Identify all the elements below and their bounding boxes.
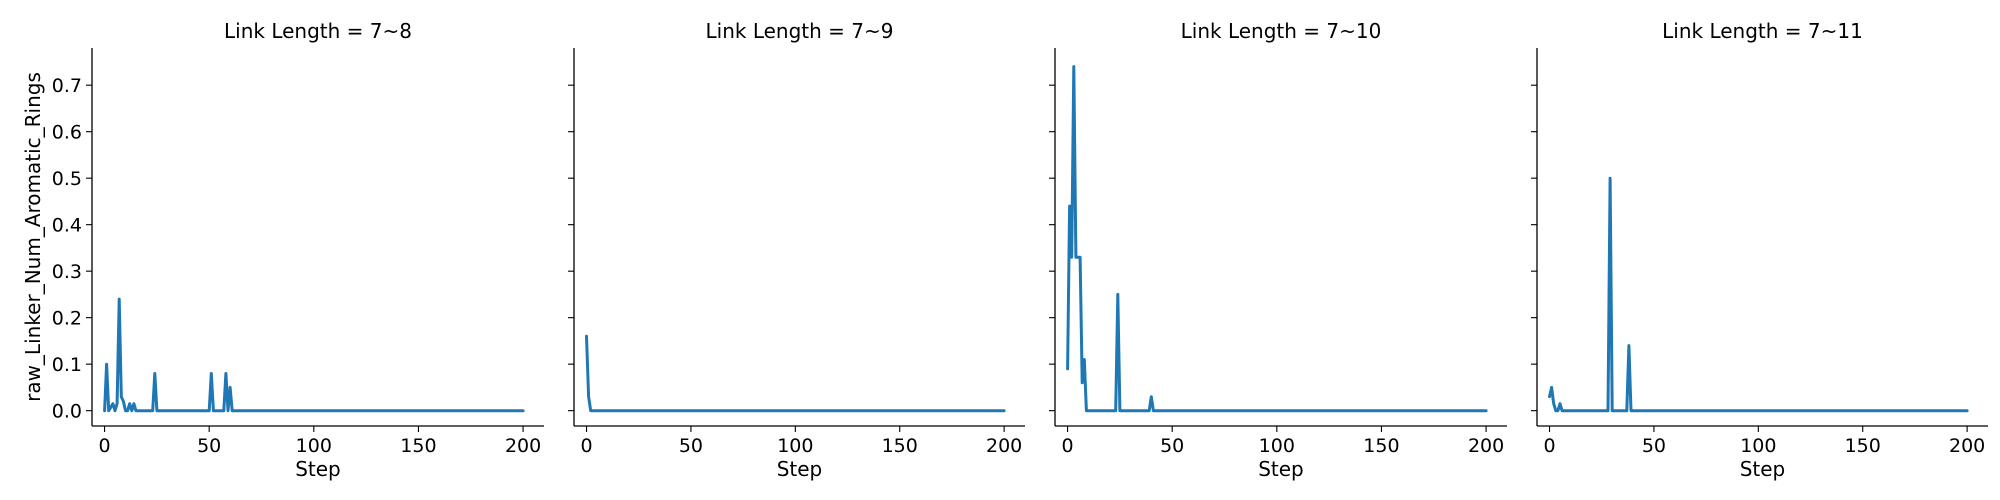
x-tick-label: 200 [986,435,1022,457]
chart-panel-3: Link Length = 7~10 0 50 100 150 200 Step [1049,19,1507,481]
x-tick-label: 0 [99,435,111,457]
panel-title: Link Length = 7~9 [706,19,894,43]
x-tick-label: 150 [1363,435,1399,457]
x-tick-label: 150 [882,435,918,457]
series-line-1 [1066,65,1488,413]
chart-panel-2: Link Length = 7~9 0 50 100 150 200 Step [568,19,1025,481]
series-line-1 [103,297,525,413]
panel-title: Link Length = 7~8 [224,19,412,43]
x-tick-label: 50 [679,435,703,457]
x-tick-label: 50 [197,435,221,457]
y-tick-label: 0.6 [52,122,82,144]
x-axis-label: Step [777,457,823,481]
x-tick-label: 100 [1259,435,1295,457]
x-tick-label: 100 [296,435,332,457]
y-tick-label: 0.2 [52,308,82,330]
y-tick-label: 0.7 [52,75,82,97]
x-tick-label: 200 [1468,435,1504,457]
x-tick-label: 0 [1543,435,1555,457]
x-tick-label: 50 [1642,435,1666,457]
x-tick-label: 100 [1740,435,1776,457]
x-axis-label: Step [295,457,341,481]
x-tick-label: 0 [580,435,592,457]
y-tick-label: 0.4 [52,215,82,237]
chart-panel-1: Link Length = 7~8 0 50 100 150 200 0.0 0.1 0.2 0.… [21,19,544,481]
series-line-1 [1548,176,1969,413]
y-axis-label: raw_Linker_Num_Aromatic_Rings [21,72,45,402]
x-tick-label: 150 [1845,435,1881,457]
panel-title: Link Length = 7~11 [1662,19,1863,43]
x-tick-label: 0 [1062,435,1074,457]
x-tick-label: 50 [1160,435,1184,457]
panel-title: Link Length = 7~10 [1181,19,1382,43]
x-axis-label: Step [1740,457,1786,481]
y-tick-label: 0.3 [52,261,82,283]
y-tick-label: 0.0 [52,401,82,423]
x-tick-label: 200 [1949,435,1985,457]
x-tick-label: 150 [400,435,436,457]
y-tick-label: 0.1 [52,354,82,376]
x-tick-label: 200 [505,435,541,457]
y-tick-label: 0.5 [52,168,82,190]
x-tick-label: 100 [777,435,813,457]
chart-panel-4: Link Length = 7~11 0 50 100 150 200 Step [1531,19,1988,481]
series-line-1 [585,334,1006,413]
x-axis-label: Step [1258,457,1304,481]
